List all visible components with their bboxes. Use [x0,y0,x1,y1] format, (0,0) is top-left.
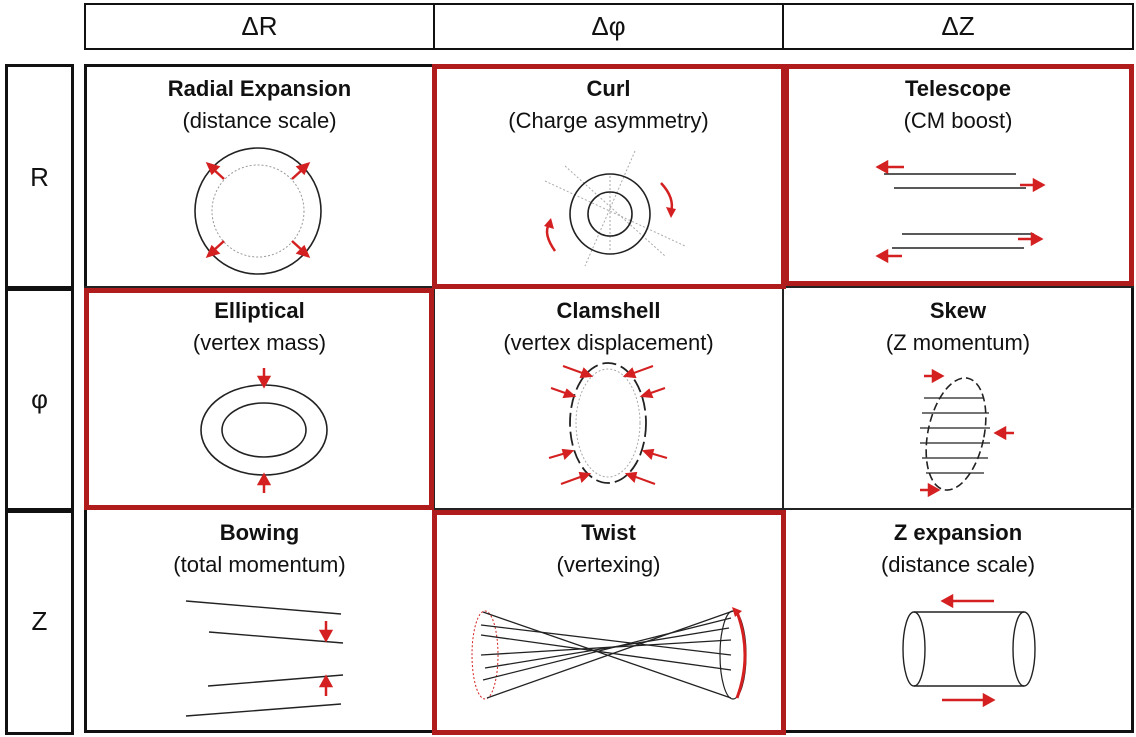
row-header-phi: φ [5,286,74,513]
cell-title: Twist [581,520,636,545]
cell-telescope: Telescope (CM boost) [784,66,1132,286]
cell-radial-expansion: Radial Expansion (distance scale) [86,66,433,286]
cell-title: Bowing [219,520,300,545]
curl-icon [544,150,686,267]
cell-subtitle: (total momentum) [173,552,346,577]
radial-expansion-icon [194,147,322,275]
cell-subtitle: (vertex displacement) [503,330,714,355]
cell-elliptical: Elliptical (vertex mass) [86,288,433,508]
cell-bowing: Bowing (total momentum) [86,510,433,733]
elliptical-icon [200,368,328,493]
twist-icon [471,607,747,700]
telescope-icon [875,159,1046,264]
cell-title: Elliptical [214,298,305,323]
cell-subtitle: (CM boost) [903,108,1013,133]
cell-title: Clamshell [556,298,661,323]
cell-subtitle: (distance scale) [880,552,1036,577]
skew-icon [920,368,1014,498]
grid-divider-v2 [782,64,784,733]
column-header-delta-r: ΔR [84,3,435,50]
column-header-delta-z: ΔZ [782,3,1134,50]
cell-subtitle: (Charge asymmetry) [508,108,709,133]
cell-subtitle: (Z momentum) [885,330,1031,355]
cell-title: Skew [929,298,987,323]
z-expansion-icon [902,593,1036,708]
cell-curl: Curl (Charge asymmetry) [435,66,782,286]
cell-title: Curl [586,76,631,101]
cell-z-expansion: Z expansion (distance scale) [784,510,1132,733]
cell-title: Radial Expansion [167,76,352,101]
grid-divider-h2 [84,508,1134,510]
cell-subtitle: (vertex mass) [192,330,327,355]
column-header-delta-phi: Δφ [433,3,784,50]
cell-subtitle: (distance scale) [182,108,337,133]
cell-skew: Skew (Z momentum) [784,288,1132,508]
bowing-icon [185,600,344,717]
clamshell-icon [548,362,668,485]
row-header-r: R [5,64,74,291]
grid-divider-v1 [433,64,435,733]
row-header-z: Z [5,508,74,735]
cell-twist: Twist (vertexing) [435,510,782,733]
cell-title: Telescope [905,76,1011,101]
cell-subtitle: (vertexing) [556,552,661,577]
cell-clamshell: Clamshell (vertex displacement) [435,288,782,508]
cell-title: Z expansion [893,520,1023,545]
